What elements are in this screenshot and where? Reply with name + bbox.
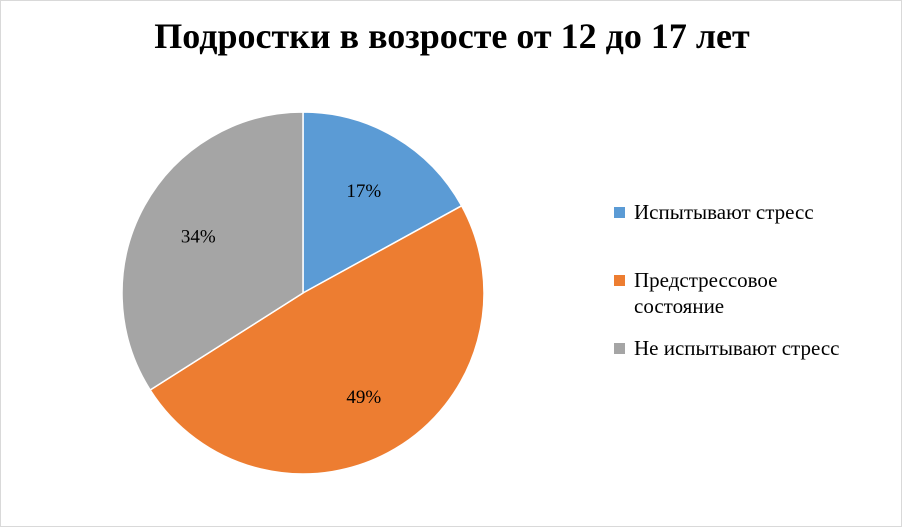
- legend-item-prestress: Предстрессовое состояние: [614, 267, 854, 319]
- legend-item-stress: Испытывают стресс: [614, 199, 814, 225]
- legend-swatch-icon: [614, 343, 625, 354]
- pie-slices: [121, 111, 485, 475]
- data-label: 49%: [346, 387, 381, 408]
- data-label: 17%: [346, 181, 381, 202]
- chart-title: Подростки в возросте от 12 до 17 лет: [154, 16, 750, 56]
- legend-swatch-icon: [614, 207, 625, 218]
- data-label: 34%: [181, 226, 216, 247]
- legend-item-no-stress: Не испытывают стресс: [614, 335, 902, 361]
- legend-swatch-icon: [614, 275, 625, 286]
- pie-data-labels: 17% 49% 34%: [181, 181, 381, 408]
- slice-no-stress: [121, 111, 304, 392]
- legend-label: Предстрессовое состояние: [634, 268, 778, 318]
- legend-label: Не испытывают стресс: [634, 336, 840, 360]
- slice-prestress: [149, 204, 485, 475]
- legend-label: Испытывают стресс: [634, 200, 814, 224]
- slice-stress: [302, 111, 463, 295]
